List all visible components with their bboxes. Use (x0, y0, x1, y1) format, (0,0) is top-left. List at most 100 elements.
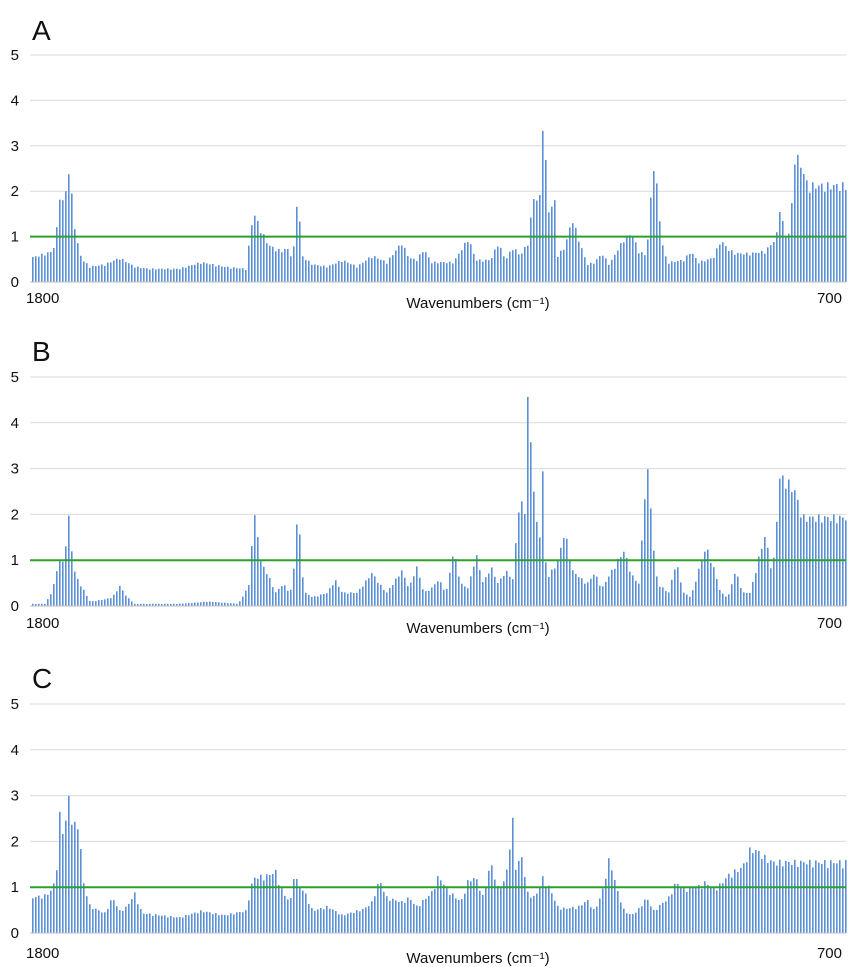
spectrum-bar (515, 869, 517, 933)
spectrum-bar (422, 589, 424, 606)
spectrum-bar (452, 893, 454, 933)
spectrum-bar (335, 263, 337, 282)
spectrum-bar (404, 577, 406, 606)
spectrum-bar (476, 555, 478, 606)
spectrum-bar (611, 569, 613, 606)
y-tick-label: 3 (11, 788, 19, 805)
spectrum-bar (836, 183, 838, 282)
spectrum-bar (290, 589, 292, 606)
spectrum-bar (758, 253, 760, 282)
spectrum-bar (830, 521, 832, 606)
spectrum-bar (290, 898, 292, 933)
spectrum-bar (797, 154, 799, 282)
spectrum-bar (263, 234, 265, 282)
spectrum-bar (548, 212, 550, 282)
spectrum-bar (386, 592, 388, 606)
spectrum-bar (758, 556, 760, 606)
spectrum-bar (203, 262, 205, 282)
spectrum-bar (782, 220, 784, 282)
spectrum-bar (437, 263, 439, 282)
spectrum-bar (764, 854, 766, 933)
spectrum-bar (449, 572, 451, 606)
spectrum-bar (140, 909, 142, 933)
spectrum-bar (542, 471, 544, 606)
spectrum-bar (827, 868, 829, 933)
spectrum-bar (182, 917, 184, 933)
spectrum-bar (194, 264, 196, 282)
spectrum-bar (122, 258, 124, 282)
spectrum-bar (47, 599, 49, 606)
spectrum-bar (416, 566, 418, 606)
spectrum-bar (92, 909, 94, 933)
spectrum-bar (539, 537, 541, 606)
spectrum-bar (86, 263, 88, 282)
spectrum-bar (143, 267, 145, 282)
spectrum-bar (686, 255, 688, 282)
spectrum-bar (323, 909, 325, 933)
spectrum-bar (428, 590, 430, 606)
spectrum-bar (635, 580, 637, 606)
spectrum-bar (473, 253, 475, 282)
spectrum-bar (800, 517, 802, 606)
spectrum-bar (191, 265, 193, 282)
spectrum-bar (641, 906, 643, 933)
spectrum-bar (413, 576, 415, 606)
x-tick-label-left: 1800 (26, 945, 59, 962)
spectrum-bar (80, 255, 82, 282)
spectrum-bar (272, 246, 274, 282)
spectrum-bar (650, 508, 652, 606)
spectrum-bar (113, 594, 115, 606)
spectrum-bar (638, 583, 640, 606)
spectrum-bar (215, 266, 217, 282)
spectrum-bar (845, 860, 847, 933)
spectrum-bar (509, 251, 511, 282)
spectrum-bar (476, 879, 478, 933)
spectrum-bar (827, 517, 829, 606)
spectrum-bar (341, 591, 343, 606)
spectrum-bar (650, 906, 652, 933)
spectrum-bar (71, 551, 73, 606)
spectrum-bar (680, 887, 682, 933)
spectrum-bar (245, 590, 247, 606)
spectrum-bar (167, 268, 169, 282)
spectrum-bar (395, 900, 397, 933)
spectrum-bar (767, 247, 769, 282)
x-tick-label-left: 1800 (26, 615, 59, 632)
spectrum-bar (248, 245, 250, 282)
spectrum-bar (218, 602, 220, 606)
spectrum-bar (506, 570, 508, 606)
x-tick-label-right: 700 (817, 290, 842, 307)
spectrum-bar (77, 829, 79, 933)
spectrum-bar (176, 917, 178, 933)
spectrum-bar (845, 520, 847, 606)
spectrum-bar (788, 479, 790, 606)
y-tick-label: 4 (11, 415, 19, 432)
spectrum-bar (38, 603, 40, 606)
spectrum-bar (821, 863, 823, 933)
spectrum-bar (74, 229, 76, 282)
spectrum-bar (38, 256, 40, 282)
spectrum-bar (563, 249, 565, 282)
spectrum-bar (461, 583, 463, 606)
spectrum-bar (572, 906, 574, 933)
spectrum-bar (68, 795, 70, 933)
spectrum-bar (272, 874, 274, 933)
spectrum-bar (425, 898, 427, 933)
spectrum-bar (731, 877, 733, 933)
spectrum-bar (131, 601, 133, 606)
spectrum-bar (692, 253, 694, 282)
spectrum-bar (509, 576, 511, 606)
spectrum-bar (311, 907, 313, 933)
spectrum-bar (242, 268, 244, 282)
spectrum-bar (35, 897, 37, 933)
spectrum-bar (44, 603, 46, 606)
spectrum-bar (332, 264, 334, 282)
spectrum-bar (152, 268, 154, 282)
spectrum-bar (356, 592, 358, 606)
spectrum-bar (497, 246, 499, 282)
spectrum-bar (752, 853, 754, 933)
panel-label: B (32, 336, 51, 367)
spectrum-bar (722, 242, 724, 282)
spectrum-bar (596, 576, 598, 606)
spectrum-bar (392, 585, 394, 606)
